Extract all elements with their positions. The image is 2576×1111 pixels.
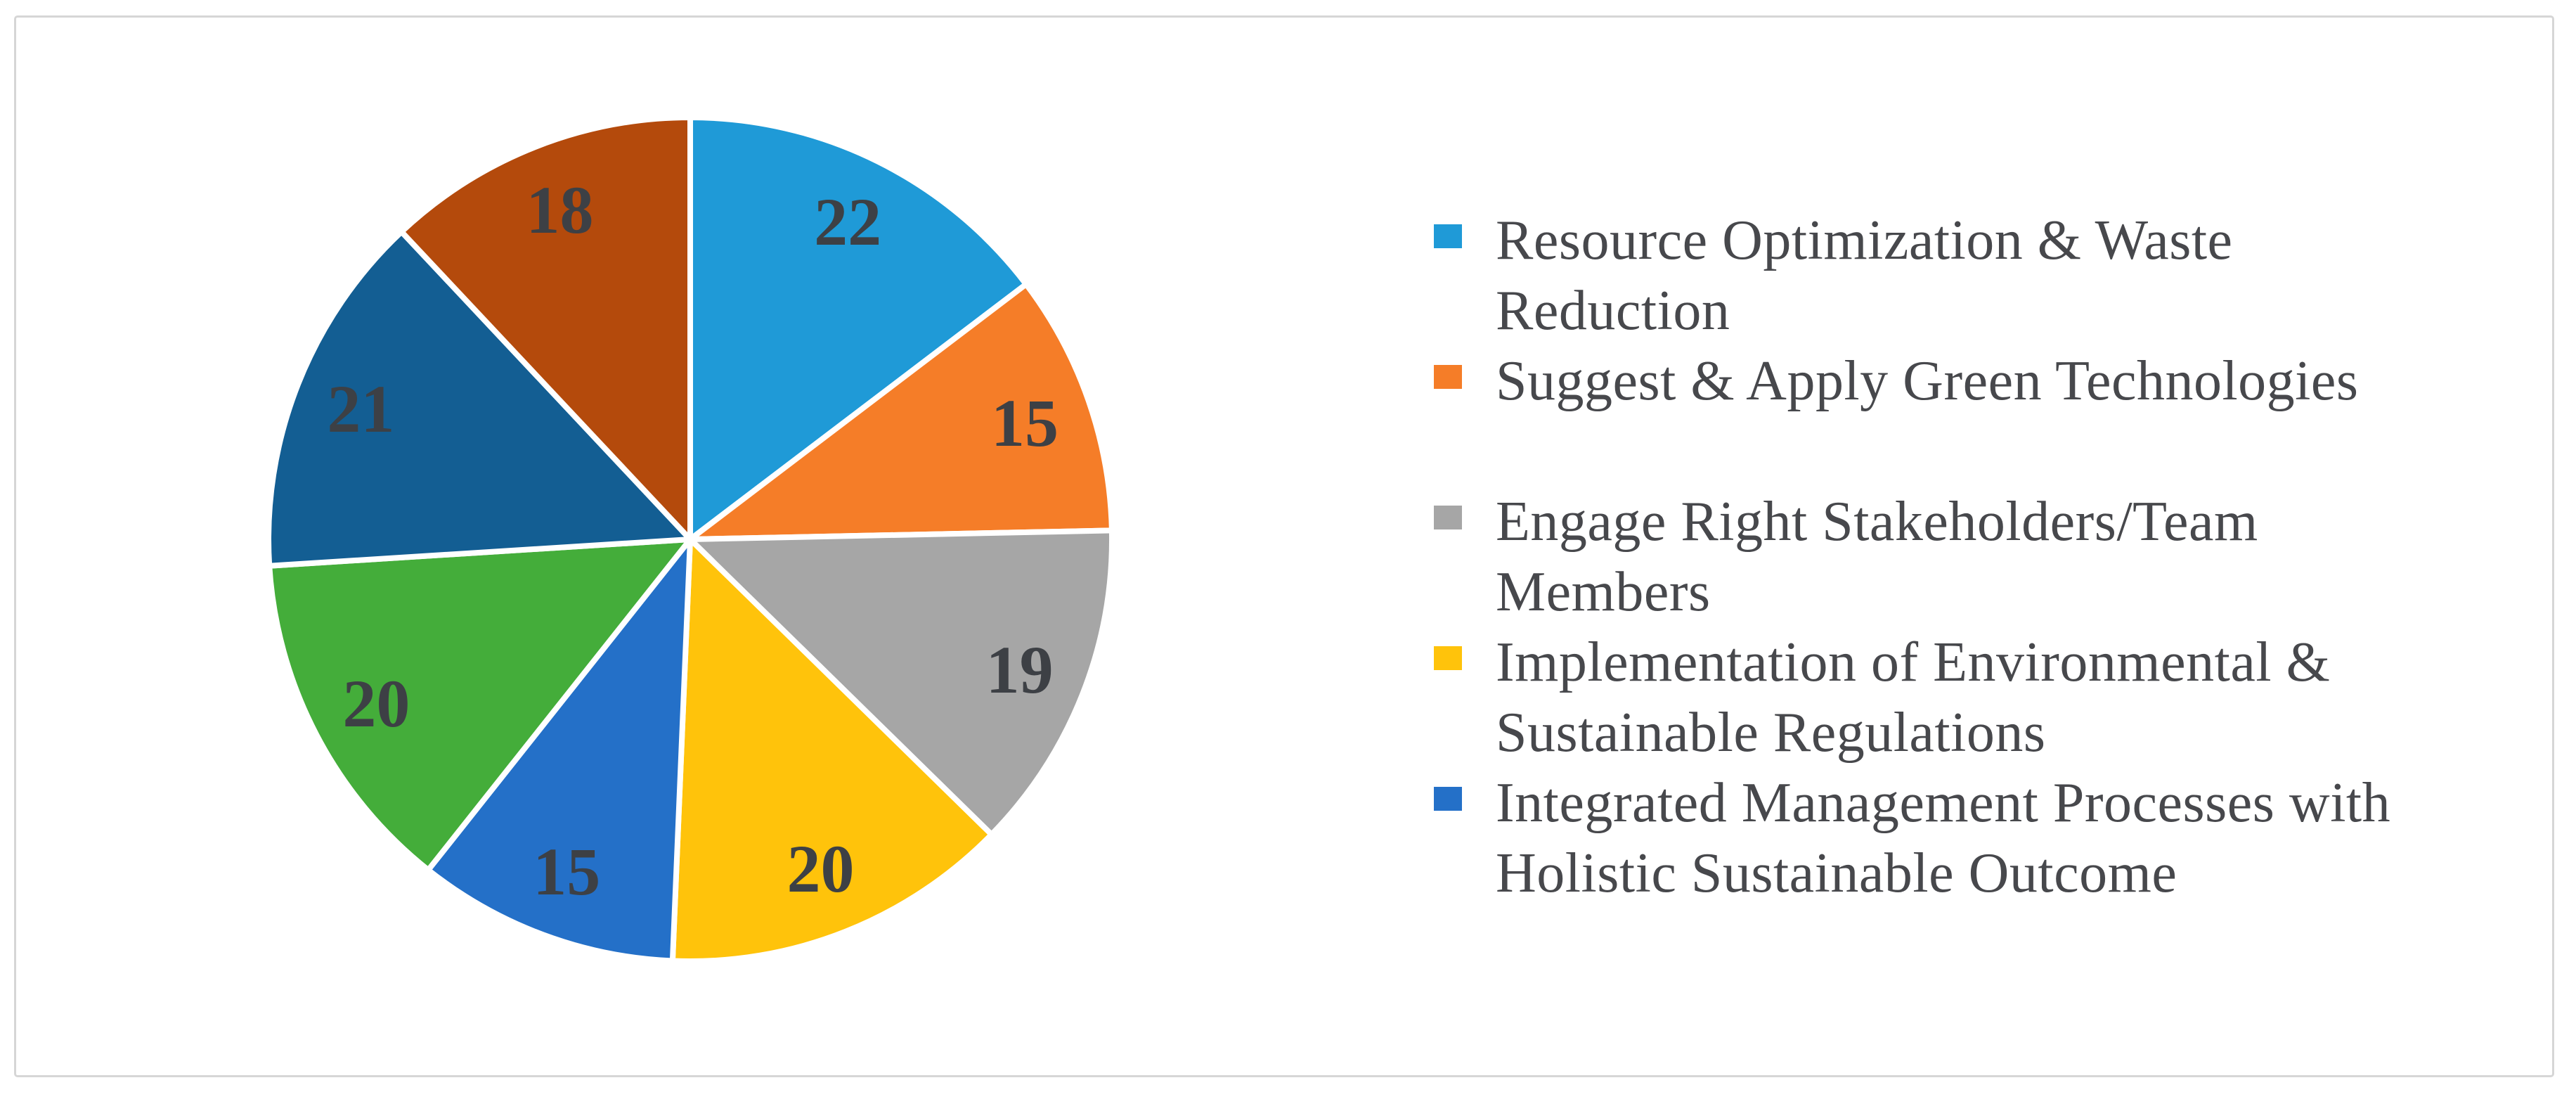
pie-slice [687,281,1115,542]
pie-slice [266,537,693,873]
legend-swatch-icon [1434,787,1462,811]
pie-slice [266,229,693,569]
pie-slice-value-label: 15 [991,385,1059,461]
legend-label-line: Sustainable Regulations [1496,702,2046,764]
legend-label-line: Resource Optimization & Waste [1496,210,2233,271]
legend-label-line: Implementation of Environmental & [1496,631,2331,693]
pie-slice-value-label: 22 [814,184,881,259]
legend-item-resource-optimization: Resource Optimization & Waste Reduction [1434,205,2548,346]
pie-slice-value-label: 19 [986,632,1054,707]
legend-label-line: Holistic Sustainable Outcome [1496,842,2177,904]
legend-item-environmental-regulations: Implementation of Environmental & Sustai… [1434,627,2548,768]
pie-slice-value-label: 21 [327,371,394,447]
pie-slice [687,115,1029,542]
pie-slice [399,115,693,542]
pie-slice [687,527,1115,837]
legend-swatch-icon [1434,506,1462,529]
pie-slice-value-label: 18 [526,172,594,248]
legend-item-green-technologies: Suggest & Apply Green Technologies [1434,346,2548,487]
legend-swatch-icon [1434,646,1462,670]
chart-legend: Resource Optimization & Waste Reduction … [1434,205,2548,908]
legend-swatch-icon [1434,365,1462,389]
legend-swatch-icon [1434,224,1462,248]
legend-label-line: Engage Right Stakeholders/Team [1496,491,2258,553]
pie-slice-value-label: 15 [533,834,600,909]
pie-slice-value-label: 20 [787,831,855,906]
legend-item-engage-stakeholders: Engage Right Stakeholders/Team Members [1434,487,2548,627]
pie-slice-value-label: 20 [342,666,410,741]
pie-slice [669,537,995,965]
legend-label-line: Reduction [1496,280,1730,342]
legend-label-line: Members [1496,561,1711,623]
legend-item-integrated-management: Integrated Management Processes with Hol… [1434,768,2548,908]
legend-label-line: Integrated Management Processes with [1496,772,2391,834]
pie-slice [425,537,693,964]
legend-label-line: Suggest & Apply Green Technologies [1496,350,2359,412]
